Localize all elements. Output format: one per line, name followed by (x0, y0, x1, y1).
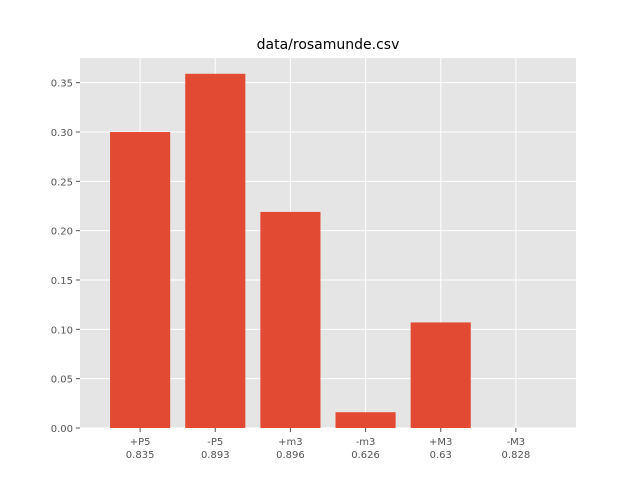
x-tick-label: -M3 (507, 437, 526, 448)
x-tick-sublabel: 0.835 (126, 450, 155, 461)
x-tick-label: +M3 (429, 437, 452, 448)
y-tick-label: 0.05 (51, 375, 73, 386)
y-tick-label: 0.30 (51, 128, 73, 139)
chart-title: data/rosamunde.csv (257, 37, 400, 53)
bar-1 (185, 73, 246, 428)
x-tick-label: +P5 (130, 437, 151, 448)
bar-2 (260, 211, 321, 428)
x-tick-sublabel: 0.626 (351, 450, 380, 461)
x-tick-sublabel: 0.63 (430, 450, 452, 461)
y-tick-label: 0.15 (51, 276, 73, 287)
x-axis-ticks: +P5 0.835 -P5 0.893 +m3 0.896 -m3 0.626 +M3 0.63 -… (126, 428, 530, 461)
bar-0 (110, 132, 171, 428)
y-tick-label: 0.00 (51, 424, 73, 435)
x-tick-sublabel: 0.896 (276, 450, 305, 461)
x-tick-sublabel: 0.828 (502, 450, 531, 461)
y-axis-ticks: 0.00 0.05 0.10 0.15 0.20 0.25 0.30 0.35 (51, 79, 80, 435)
x-tick-label: -m3 (356, 437, 376, 448)
y-tick-label: 0.25 (51, 177, 73, 188)
y-tick-label: 0.35 (51, 79, 73, 90)
x-tick-label: -P5 (207, 437, 223, 448)
y-tick-label: 0.20 (51, 227, 73, 238)
x-tick-label: +m3 (278, 437, 302, 448)
bar-3 (335, 412, 396, 428)
bars (110, 73, 471, 428)
bar-4 (410, 322, 471, 428)
y-tick-label: 0.10 (51, 325, 73, 336)
x-tick-sublabel: 0.893 (201, 450, 230, 461)
